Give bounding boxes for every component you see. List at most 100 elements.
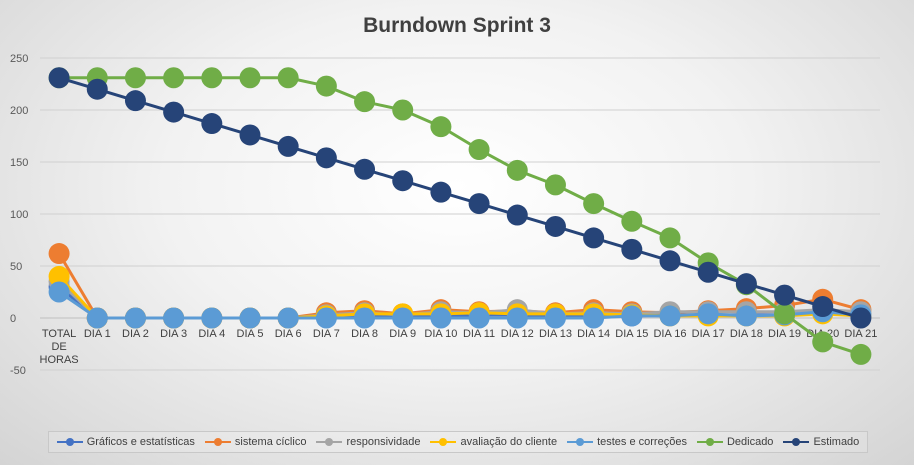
x-tick-label: DIA 10: [424, 328, 457, 340]
legend-label: sistema cíclico: [234, 436, 307, 448]
y-tick-label: 50: [10, 261, 22, 273]
series-6-line: [58, 76, 862, 320]
series-6-point: [735, 273, 757, 295]
series-4-line: [58, 290, 862, 320]
x-tick-label: DIA 11: [463, 328, 495, 340]
series-6-point: [201, 113, 223, 135]
series-6-point: [239, 124, 261, 146]
series-6-point: [774, 284, 796, 306]
series-5-point: [430, 116, 452, 138]
series-4-point: [430, 307, 452, 329]
x-tick-label: DIA 3: [160, 328, 187, 340]
series-5-point: [392, 99, 414, 121]
legend-swatch: [783, 437, 810, 447]
y-tick-label: -50: [10, 365, 26, 377]
series-6-point: [583, 227, 605, 249]
series-5-point: [201, 67, 223, 89]
series-4-point: [735, 305, 757, 327]
series-1-point: [48, 243, 70, 265]
series-4-point: [583, 307, 605, 329]
x-tick-label: DIA 17: [692, 328, 725, 340]
legend-item: Estimado: [783, 436, 859, 448]
x-tick-label: DIA 1: [84, 328, 111, 340]
series-5-point: [354, 91, 376, 113]
series-4-point: [659, 305, 681, 327]
legend-label: Estimado: [813, 436, 860, 448]
x-tick-label: DIA 5: [237, 328, 264, 340]
series-6-point: [315, 147, 337, 169]
series-4-point: [697, 303, 719, 325]
x-tick-label: DIA 19: [768, 328, 801, 340]
legend-item: Gráficos e estatísticas: [56, 436, 195, 448]
x-tick-label: DIA 6: [275, 328, 302, 340]
series-6-point: [621, 238, 643, 260]
series-5-point: [544, 174, 566, 196]
x-tick-label: DIA 4: [198, 328, 225, 340]
series-4-point: [201, 307, 223, 329]
series-4-point: [48, 281, 70, 303]
legend-swatch: [316, 437, 343, 447]
plot-area: -50 0 50 100 150 200 250 TOTAL DE HORAS DIA 1 DIA 2…: [10, 53, 880, 377]
legend-label: avaliação do cliente: [460, 436, 558, 448]
legend-item: responsividade: [316, 436, 420, 448]
y-tick-label: 150: [10, 157, 28, 169]
y-tick-label: 250: [10, 53, 28, 65]
series-6-point: [163, 101, 185, 123]
series-6-point: [86, 78, 108, 100]
legend-swatch: [204, 437, 231, 447]
series-4-point: [124, 307, 146, 329]
x-tick-label: DIA 13: [539, 328, 572, 340]
series-4-point: [621, 305, 643, 327]
series-6-point: [277, 135, 299, 157]
x-tick-label: DIA 2: [122, 328, 149, 340]
x-tick-label: DIA 8: [351, 328, 378, 340]
legend-item: testes e correções: [567, 436, 687, 448]
legend-label: Gráficos e estatísticas: [86, 436, 195, 448]
x-tick-label: DIA 7: [313, 328, 340, 340]
series-5-point: [774, 303, 796, 325]
x-tick-label: DIA 16: [653, 328, 686, 340]
series-5-point: [315, 75, 337, 97]
series-6-point: [697, 261, 719, 283]
series-6-point: [659, 250, 681, 272]
series-6-point: [506, 204, 528, 226]
series-4-point: [392, 307, 414, 329]
legend-label: testes e correções: [597, 436, 687, 448]
series-5-point: [468, 139, 490, 161]
series-5-point: [850, 343, 872, 365]
series-5-point: [812, 331, 834, 353]
series-6-point: [544, 215, 566, 237]
legend-label: responsividade: [346, 436, 421, 448]
x-tick-label: DIA 14: [577, 328, 610, 340]
legend-item: avaliação do cliente: [430, 436, 557, 448]
series-6-point: [468, 193, 490, 215]
series-6-point: [48, 67, 70, 89]
series-4-point: [544, 307, 566, 329]
series-6-point: [392, 170, 414, 192]
series-4-point: [163, 307, 185, 329]
legend-item: Dedicado: [696, 436, 774, 448]
x-tick-label: DIA 21: [844, 328, 877, 340]
legend-swatch: [430, 437, 457, 447]
series-5-point: [239, 67, 261, 89]
series-5-line: [59, 76, 862, 356]
legend-swatch: [567, 437, 594, 447]
x-tick-label: DIA 12: [501, 328, 534, 340]
series-4-point: [277, 307, 299, 329]
legend: Gráficos e estatísticas sistema cíclico re…: [48, 431, 868, 453]
series-3-point: [48, 265, 70, 287]
legend-swatch: [56, 437, 83, 447]
series-5-point: [621, 210, 643, 232]
x-tick-label: DIA 18: [730, 328, 763, 340]
y-tick-label: 100: [10, 209, 28, 221]
legend-item: sistema cíclico: [204, 436, 307, 448]
x-tick-label: DIA 15: [615, 328, 648, 340]
series-4-point: [468, 307, 490, 329]
series-5-point: [163, 67, 185, 89]
legend-label: Dedicado: [726, 436, 774, 448]
x-tick-label: DIA 9: [389, 328, 416, 340]
series-5-point: [583, 193, 605, 215]
series-5-point: [277, 67, 299, 89]
series-6-point: [430, 181, 452, 203]
